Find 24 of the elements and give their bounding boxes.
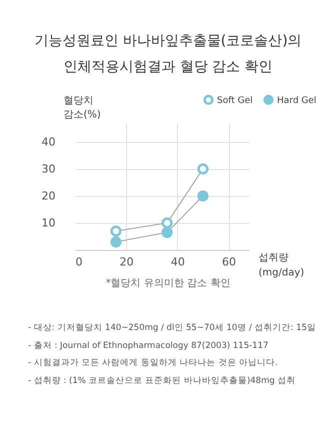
x-tick-label: 0 bbox=[76, 256, 82, 268]
point bbox=[110, 226, 122, 237]
point bbox=[197, 190, 209, 202]
point bbox=[162, 217, 173, 229]
text: *혈당치 유의미한 감소 확인 bbox=[106, 278, 230, 289]
y-tick-label: 10 bbox=[42, 216, 56, 230]
y-axis-title: 혈당치 감소(%) bbox=[64, 96, 101, 120]
legend-label: Hard Gel bbox=[277, 96, 316, 106]
y-tick-label: 30 bbox=[42, 162, 56, 176]
legend-label: Soft Gel bbox=[217, 96, 253, 106]
x-tick-label: 20 bbox=[120, 256, 134, 268]
chart-title: 기능성원료인 바나바잎추출물(코로솔산)의 인체적용시험결과 혈당 감소 확인 bbox=[33, 32, 303, 77]
point bbox=[162, 226, 173, 238]
x-tick-label: 60 bbox=[222, 256, 236, 268]
y-tick-label: 40 bbox=[42, 135, 56, 148]
x-tick-label: 40 bbox=[170, 256, 185, 268]
point bbox=[110, 236, 122, 248]
x-axis-title: 섭취량 (mg/day) bbox=[258, 252, 304, 278]
text: - 시험결과가 모든 사람에게 동일하게 나타나는 것은 아닙니다. bbox=[28, 357, 279, 370]
text: - 대상: 기저혈당치 140~250mg / dl인 55~70세 10명 / 섭취기간: 15일 bbox=[28, 322, 316, 335]
text: - 출처 : Journal of Ethnopharmacology 87(2003) 115-117 bbox=[28, 340, 270, 352]
y-tick-label: 20 bbox=[42, 189, 56, 202]
point bbox=[197, 163, 209, 175]
text: - 섭취량 : (1% 코르솔산으로 표준화된 바나바잎추출물)48mg 섭취 bbox=[28, 374, 296, 388]
